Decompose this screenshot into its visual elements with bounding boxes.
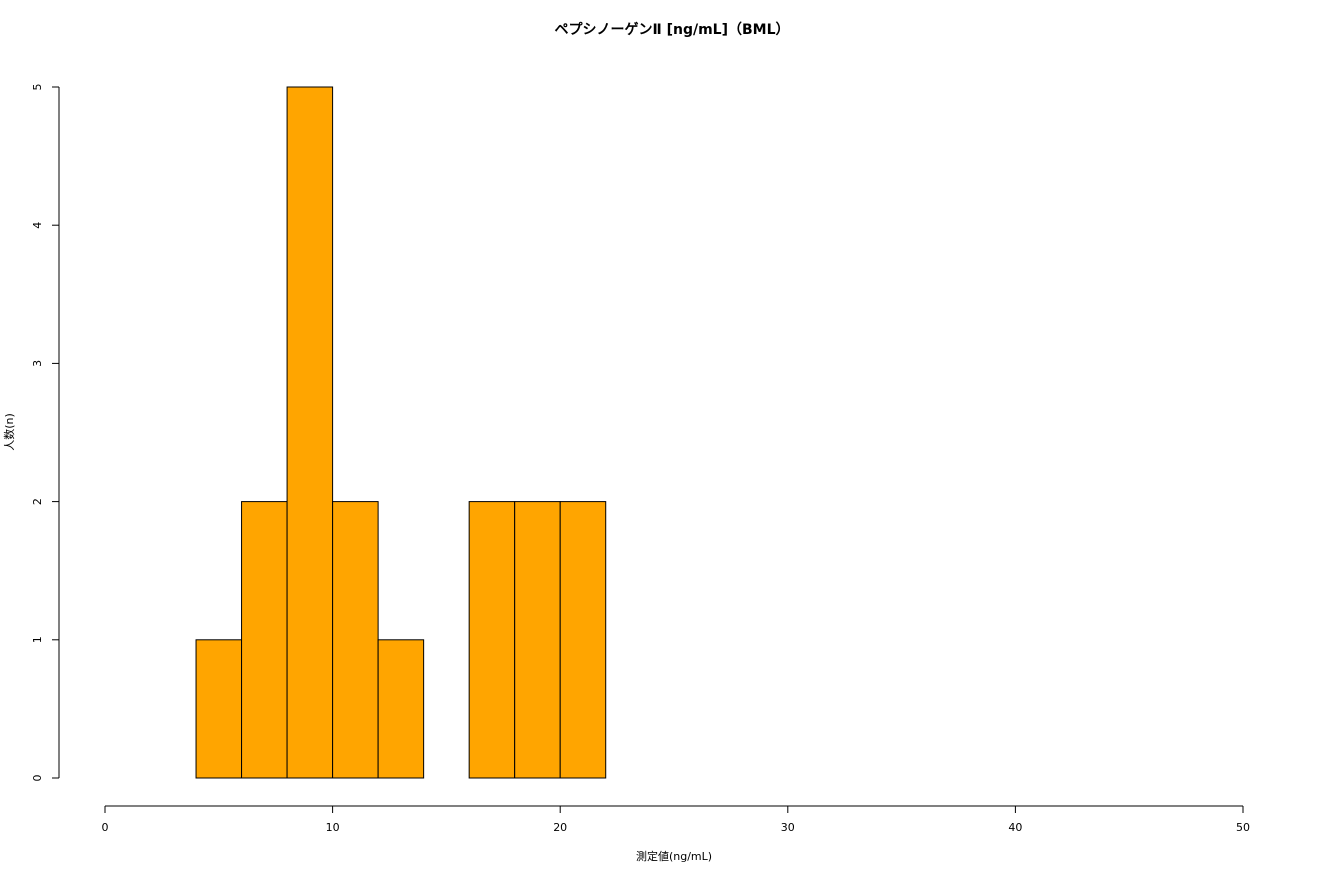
- y-tick-label: 1: [31, 636, 44, 643]
- y-tick-label: 0: [31, 775, 44, 782]
- x-tick-label: 40: [1008, 821, 1022, 834]
- bar: [559, 501, 607, 779]
- bar: [514, 501, 561, 779]
- bar: [377, 639, 425, 779]
- y-tick-label: 3: [31, 360, 44, 367]
- bar: [332, 501, 379, 779]
- x-tick-label: 20: [553, 821, 567, 834]
- x-tick-label: 10: [326, 821, 340, 834]
- x-tick-label: 0: [102, 821, 109, 834]
- x-tick-label: 50: [1236, 821, 1250, 834]
- bar: [468, 501, 516, 779]
- bar: [241, 501, 288, 779]
- x-tick-label: 30: [781, 821, 795, 834]
- bar: [286, 86, 334, 779]
- y-tick-label: 5: [31, 84, 44, 91]
- y-axis-label: 人数(n): [3, 413, 16, 451]
- bar: [195, 639, 243, 779]
- x-axis-label: 測定値(ng/mL): [636, 849, 712, 863]
- y-tick-label: 4: [31, 222, 44, 229]
- chart-title: ペプシノーゲンⅡ [ng/mL]（BML）: [554, 21, 789, 38]
- y-tick-label: 2: [31, 498, 44, 505]
